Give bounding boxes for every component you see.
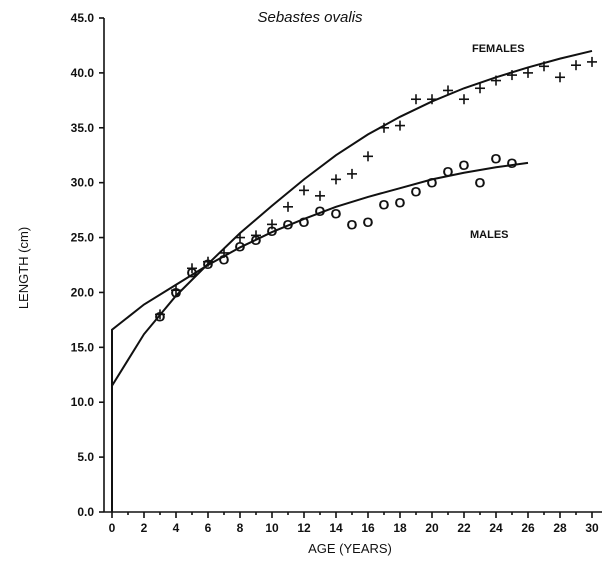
x-tick-label: 22 bbox=[457, 521, 471, 535]
female-point bbox=[171, 285, 181, 296]
male-point: O bbox=[283, 216, 294, 232]
x-tick-label: 6 bbox=[205, 521, 212, 535]
female-point bbox=[523, 67, 533, 78]
x-tick-label: 20 bbox=[425, 521, 439, 535]
female-point bbox=[459, 94, 469, 105]
x-tick-label: 10 bbox=[265, 521, 279, 535]
male-point: O bbox=[363, 214, 374, 230]
female-point bbox=[203, 256, 213, 267]
x-tick-label: 28 bbox=[553, 521, 567, 535]
male-point: O bbox=[379, 197, 390, 213]
female-point bbox=[331, 174, 341, 185]
females-label: FEMALES bbox=[472, 43, 525, 55]
x-tick-label: 2 bbox=[141, 521, 148, 535]
x-tick-label: 14 bbox=[329, 521, 343, 535]
female-point bbox=[427, 94, 437, 105]
y-ticks: 0.0 5.0 10.0 15.0 20.0 25.0 30.0 35.0 40.0 45.0 bbox=[71, 11, 104, 519]
male-point: O bbox=[299, 214, 310, 230]
female-point bbox=[187, 263, 197, 274]
female-point bbox=[251, 230, 261, 241]
x-tick-label: 16 bbox=[361, 521, 375, 535]
female-point bbox=[555, 72, 565, 83]
male-point: O bbox=[491, 151, 502, 167]
x-tick-label: 18 bbox=[393, 521, 407, 535]
male-point: O bbox=[443, 164, 454, 180]
male-point: O bbox=[171, 284, 182, 300]
female-point bbox=[491, 75, 501, 86]
male-point: O bbox=[219, 252, 230, 268]
male-point: O bbox=[251, 232, 262, 248]
male-point: O bbox=[347, 216, 358, 232]
female-point bbox=[411, 94, 421, 105]
female-point bbox=[315, 190, 325, 201]
x-tick-label: 4 bbox=[173, 521, 180, 535]
x-tick-label: 12 bbox=[297, 521, 311, 535]
y-tick-label: 40.0 bbox=[71, 66, 95, 80]
female-point bbox=[379, 122, 389, 133]
male-point: O bbox=[267, 223, 278, 239]
fitted-curves bbox=[111, 49, 593, 512]
female-point bbox=[475, 83, 485, 94]
y-tick-label: 30.0 bbox=[71, 176, 95, 190]
female-point bbox=[443, 85, 453, 96]
female-point bbox=[571, 60, 581, 71]
female-point bbox=[235, 232, 245, 243]
y-tick-label: 25.0 bbox=[71, 231, 95, 245]
males-curve bbox=[111, 161, 529, 512]
x-tick-label: 0 bbox=[109, 521, 116, 535]
male-point: O bbox=[331, 205, 342, 221]
male-point: O bbox=[395, 194, 406, 210]
x-tick-label: 26 bbox=[521, 521, 535, 535]
y-axis-title: LENGTH (cm) bbox=[16, 227, 31, 309]
x-ticks: 0 2 4 6 8 10 12 14 16 18 20 22 24 26 28 30 bbox=[109, 512, 599, 535]
x-tick-label: 30 bbox=[585, 521, 599, 535]
y-tick-label: 35.0 bbox=[71, 121, 95, 135]
female-point bbox=[507, 70, 517, 81]
male-point: O bbox=[411, 183, 422, 199]
x-axis-title: AGE (YEARS) bbox=[308, 541, 392, 556]
y-tick-label: 15.0 bbox=[71, 340, 95, 354]
female-point bbox=[219, 247, 229, 258]
male-point: O bbox=[475, 175, 486, 191]
male-point: O bbox=[155, 309, 166, 325]
female-point bbox=[347, 168, 357, 179]
male-point: O bbox=[235, 238, 246, 254]
male-point: O bbox=[459, 157, 470, 173]
y-tick-label: 0.0 bbox=[77, 505, 94, 519]
female-point bbox=[363, 151, 373, 162]
male-point: O bbox=[427, 175, 438, 191]
female-point bbox=[299, 185, 309, 196]
male-point: O bbox=[507, 155, 518, 171]
male-point: O bbox=[203, 256, 214, 272]
y-tick-label: 45.0 bbox=[71, 11, 95, 25]
female-point bbox=[539, 61, 549, 72]
x-tick-label: 24 bbox=[489, 521, 503, 535]
female-point bbox=[155, 309, 165, 320]
male-point: O bbox=[187, 265, 198, 281]
y-tick-label: 20.0 bbox=[71, 285, 95, 299]
chart-title: Sebastes ovalis bbox=[257, 9, 363, 26]
x-tick-label: 8 bbox=[237, 521, 244, 535]
female-point bbox=[267, 219, 277, 230]
female-point bbox=[283, 201, 293, 212]
female-point bbox=[587, 56, 597, 67]
males-label: MALES bbox=[470, 229, 509, 241]
male-point: O bbox=[315, 203, 326, 219]
y-tick-label: 5.0 bbox=[77, 450, 94, 464]
female-point bbox=[395, 120, 405, 131]
females-curve bbox=[111, 49, 593, 512]
y-tick-label: 10.0 bbox=[71, 395, 95, 409]
